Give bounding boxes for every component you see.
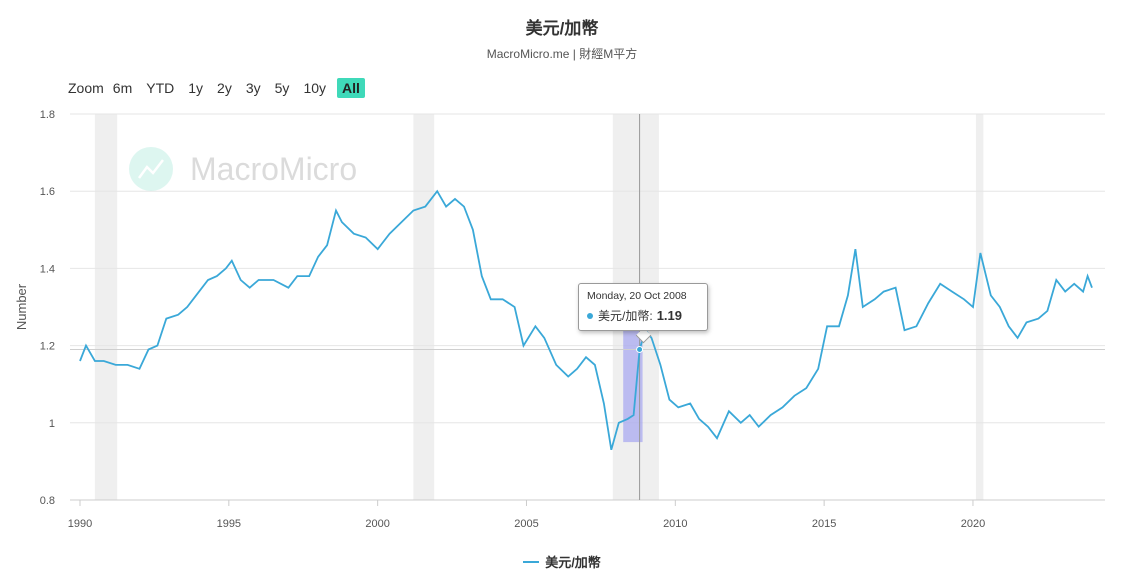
y-axis: 0.8 1 1.2 1.4 1.6 1.8	[40, 109, 55, 507]
recession-band	[413, 114, 435, 500]
y-tick-label: 1.8	[40, 109, 55, 121]
x-axis: 1990 1995 2000 2005 2010 2015 2020	[68, 499, 1105, 530]
watermark: MacroMicro	[129, 147, 357, 191]
range-button-all[interactable]: All	[337, 78, 365, 98]
macromicro-logo-icon	[129, 147, 173, 191]
range-button-2y[interactable]: 2y	[217, 80, 232, 96]
tooltip: Monday, 20 Oct 2008 美元/加幣: 1.19	[578, 283, 708, 331]
chart-title: 美元/加幣	[525, 19, 599, 38]
tooltip-series-dot	[587, 312, 593, 319]
y-tick-label: 1.2	[40, 341, 55, 353]
range-button-6m[interactable]: 6m	[112, 80, 133, 96]
y-tick-label: 1.4	[40, 263, 55, 275]
range-button-3y[interactable]: 3y	[245, 80, 261, 96]
x-tick-label: 2005	[514, 518, 538, 530]
legend-item[interactable]: 美元/加幣	[0, 552, 1124, 571]
range-button-ytd[interactable]: YTD	[146, 80, 175, 96]
chart-subtitle: MacroMicro.me | 財經M平方	[486, 47, 638, 61]
tooltip-date: Monday, 20 Oct 2008	[587, 290, 687, 302]
range-selector: Zoom 6m YTD 1y 2y 3y 5y 10y All	[68, 78, 373, 98]
zoom-label: Zoom	[68, 80, 104, 96]
range-button-10y[interactable]: 10y	[303, 80, 327, 96]
y-axis-label: Number	[14, 283, 29, 330]
range-button-5y[interactable]: 5y	[274, 80, 290, 96]
x-tick-label: 2020	[961, 518, 985, 530]
x-tick-label: 1990	[68, 518, 92, 530]
selection-band	[623, 330, 643, 443]
recession-band	[94, 114, 118, 500]
x-tick-label: 2010	[663, 518, 687, 530]
tooltip-series-name: 美元/加幣	[598, 309, 650, 323]
series-line-usdcad	[79, 189, 1093, 451]
x-tick-label: 2015	[812, 518, 836, 530]
watermark-text: MacroMicro	[190, 151, 357, 187]
legend-label: 美元/加幣	[545, 555, 601, 570]
legend-swatch	[523, 560, 540, 563]
tooltip-row: 美元/加幣: 1.19	[587, 307, 699, 324]
x-tick-label: 2000	[365, 518, 389, 530]
y-tick-label: 1.6	[40, 186, 55, 198]
range-button-1y[interactable]: 1y	[188, 80, 204, 96]
hover-point	[636, 345, 644, 353]
y-tick-label: 0.8	[40, 495, 55, 507]
x-tick-label: 1995	[217, 518, 241, 530]
tooltip-value: 1.19	[656, 308, 682, 323]
recession-band	[975, 114, 984, 500]
y-tick-label: 1	[49, 418, 55, 430]
